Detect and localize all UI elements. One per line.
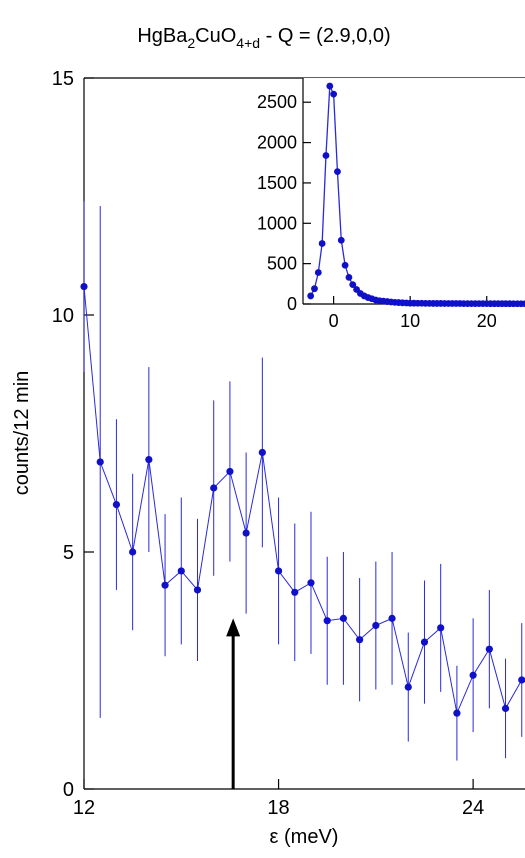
- data-point: [388, 614, 396, 622]
- data-point: [404, 683, 412, 691]
- inset-data-point: [341, 261, 349, 269]
- data-point: [437, 624, 445, 632]
- y-tick-label: 0: [63, 779, 74, 801]
- data-point: [193, 586, 202, 594]
- inset-data-point: [330, 90, 338, 98]
- data-point: [226, 467, 234, 476]
- data-point: [372, 621, 380, 630]
- data-point: [161, 581, 169, 589]
- inset-y-tick-label: 0: [287, 294, 297, 314]
- main-plot: 12 18 24 0 5 10 15: [52, 68, 525, 819]
- y-tick-label: 5: [63, 542, 74, 564]
- data-point: [177, 567, 185, 575]
- inset-x-tick-label: 20: [477, 311, 497, 331]
- inset-data-point: [349, 281, 357, 289]
- main-data: [80, 201, 525, 761]
- inset-y-tick-label: 2500: [257, 92, 297, 112]
- data-point: [274, 567, 283, 575]
- x-tick-label: 12: [73, 797, 95, 819]
- inset-data: [307, 82, 525, 308]
- data-point: [242, 529, 250, 537]
- data-point: [356, 636, 364, 644]
- inset-data-point: [322, 152, 330, 159]
- inset-x-tick-label: 0: [329, 311, 339, 331]
- data-point: [339, 614, 348, 622]
- inset-background: [303, 78, 525, 304]
- inset-data-point: [314, 269, 322, 276]
- data-point: [323, 617, 331, 625]
- data-point: [291, 588, 299, 596]
- data-point: [453, 709, 461, 717]
- inset-data-point: [311, 285, 318, 293]
- data-point: [112, 501, 121, 509]
- data-point: [420, 638, 429, 646]
- x-tick-label: 24: [462, 797, 484, 819]
- title-subscript: 4+d: [236, 35, 260, 51]
- y-tick-label: 10: [52, 305, 74, 327]
- title-text: HgBa: [137, 25, 188, 47]
- data-point: [518, 676, 525, 684]
- main-ticks: 12 18 24 0 5 10 15: [52, 68, 484, 819]
- inset-y-tick-label: 1000: [257, 213, 297, 233]
- arrow-head: [226, 618, 241, 637]
- data-point: [210, 484, 218, 492]
- inset-y-tick-label: 500: [267, 254, 297, 274]
- x-tick-label: 18: [267, 797, 289, 819]
- chart-title: HgBa2CuO4+d - Q = (2.9,0,0): [137, 25, 390, 51]
- inset-ticks: 0 10 20 0 500 1000 1500 2000 2500: [257, 92, 497, 331]
- data-point: [469, 671, 477, 679]
- inset-data-point: [345, 273, 353, 281]
- inset-plot: 0 10 20 0 500 1000 1500 2000 2500: [257, 78, 525, 331]
- y-axis-label: counts/12 min: [11, 371, 33, 496]
- data-point: [129, 548, 137, 556]
- inset-data-point: [337, 236, 345, 244]
- inset-y-tick-label: 2000: [257, 133, 297, 153]
- data-point: [485, 645, 493, 653]
- data-point: [145, 455, 153, 464]
- data-point: [307, 579, 315, 587]
- inset-data-point: [334, 168, 341, 176]
- inset-data-point: [521, 300, 525, 308]
- data-point: [96, 458, 104, 466]
- inset-data-point: [318, 240, 326, 247]
- data-point: [258, 448, 266, 457]
- series-line: [83, 286, 523, 715]
- arrow-annotation: [226, 618, 241, 789]
- y-tick-label: 15: [52, 68, 74, 90]
- title-text: CuO: [195, 25, 236, 47]
- data-point: [80, 282, 88, 291]
- title-subscript: 2: [187, 35, 195, 51]
- inset-x-tick-label: 10: [400, 311, 420, 331]
- inset-data-point: [307, 292, 315, 300]
- inset-y-tick-label: 1500: [257, 173, 297, 193]
- x-axis-label: ε (meV): [270, 826, 339, 848]
- title-text: - Q = (2.9,0,0): [260, 25, 391, 47]
- inset-data-point: [326, 82, 334, 90]
- data-point: [501, 704, 510, 713]
